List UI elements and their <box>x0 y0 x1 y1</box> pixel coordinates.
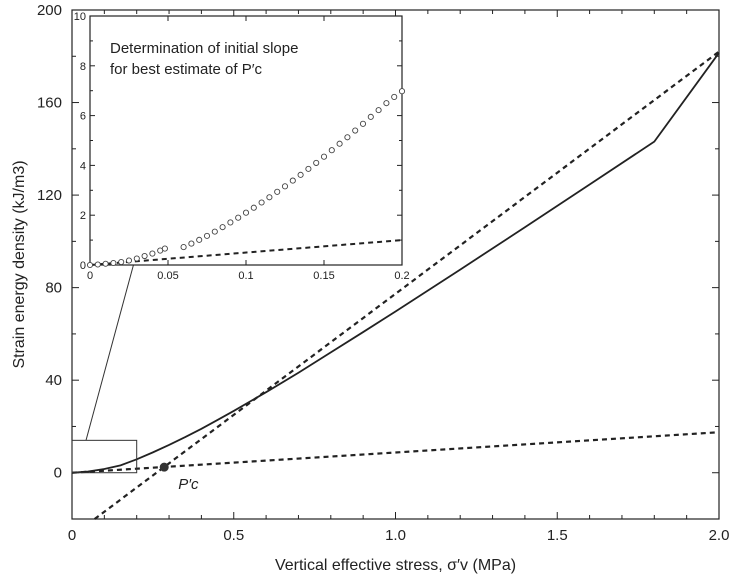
inset-y-tick-label: 0 <box>80 260 86 272</box>
inset-data-point <box>227 219 234 226</box>
inset-data-point <box>211 228 218 235</box>
inset-title-line-2: for best estimate of P′c <box>110 61 263 78</box>
x-tick-label: 0 <box>68 527 76 544</box>
inset-data-point <box>242 209 250 216</box>
inset-data-point <box>367 113 374 120</box>
y-tick-label: 40 <box>45 372 62 389</box>
inset-data-point <box>328 147 335 154</box>
x-tick-label: 1.5 <box>547 527 568 544</box>
inset-data-point <box>289 177 296 184</box>
inset-x-tick-label: 0 <box>87 270 93 282</box>
zoom-box <box>71 439 138 474</box>
inset-data-point <box>320 153 328 160</box>
y-tick-label: 80 <box>45 280 62 297</box>
inset-data-point <box>180 244 187 251</box>
inset-y-tick-label: 10 <box>74 11 86 23</box>
inset-data-point <box>102 260 109 267</box>
connector-line <box>85 252 138 441</box>
inset-data-point <box>281 183 289 190</box>
y-tick-label: 160 <box>37 95 62 112</box>
inset-data-point <box>297 171 304 178</box>
inset-data-point <box>344 134 351 141</box>
inset-data-point <box>391 93 398 100</box>
inset-y-tick-label: 6 <box>80 111 86 123</box>
inset-frame <box>89 15 403 266</box>
inset-data-point <box>258 199 265 206</box>
inset-title-line-1: Determination of initial slope <box>110 40 298 57</box>
inset-data-point <box>250 204 257 211</box>
inset-data-point <box>274 188 281 195</box>
inset-data-point <box>203 232 211 239</box>
inset-data-point <box>398 88 406 95</box>
series-line-2 <box>71 431 720 474</box>
y-tick-label: 120 <box>37 187 62 204</box>
inset-data-point <box>110 259 117 267</box>
inset-x-tick-label: 0.2 <box>394 270 409 282</box>
y-tick-label: 0 <box>54 465 62 482</box>
inset-data-point <box>219 224 226 231</box>
inset-data-point <box>188 240 195 247</box>
x-tick-label: 2.0 <box>709 527 730 544</box>
inset-y-tick-label: 8 <box>80 61 86 73</box>
inset-data-point <box>313 159 320 166</box>
pc-annotation: P′c <box>178 476 199 493</box>
x-tick-label: 0.5 <box>223 527 244 544</box>
series-line-1 <box>93 50 720 520</box>
inset-data-point <box>375 107 382 114</box>
inset-y-tick-label: 2 <box>80 210 86 222</box>
inset-data-point <box>161 245 168 252</box>
inset-data-point <box>86 261 94 269</box>
pc-point <box>159 462 169 472</box>
inset-data-point <box>196 236 203 243</box>
inset-x-tick-label: 0.1 <box>238 270 253 282</box>
inset-data-point <box>336 140 343 147</box>
y-tick-label: 200 <box>37 2 62 19</box>
x-tick-label: 1.0 <box>385 527 406 544</box>
inset-data-point <box>118 258 125 266</box>
inset-data-point <box>125 257 133 264</box>
inset-data-point <box>305 165 312 172</box>
x-axis-label: Vertical effective stress, σ′v (MPa) <box>275 557 516 574</box>
inset-points <box>86 88 406 269</box>
inset-data-point <box>149 250 156 257</box>
inset-data-point <box>141 252 148 260</box>
inset-data-point <box>359 120 367 127</box>
inset-x-tick-label: 0.15 <box>313 270 334 282</box>
inset-dashed-line <box>89 239 403 266</box>
inset-data-point <box>352 127 359 134</box>
series-line-0 <box>71 52 720 474</box>
inset-data-point <box>235 214 242 221</box>
inset-data-point <box>133 255 140 262</box>
inset-y-tick-label: 4 <box>80 160 86 172</box>
inset-data-point <box>266 194 273 201</box>
inset-x-tick-label: 0.05 <box>157 270 178 282</box>
y-axis-label: Strain energy density (kJ/m3) <box>11 160 28 368</box>
inset-data-point <box>94 261 101 268</box>
inset-data-point <box>383 100 390 107</box>
